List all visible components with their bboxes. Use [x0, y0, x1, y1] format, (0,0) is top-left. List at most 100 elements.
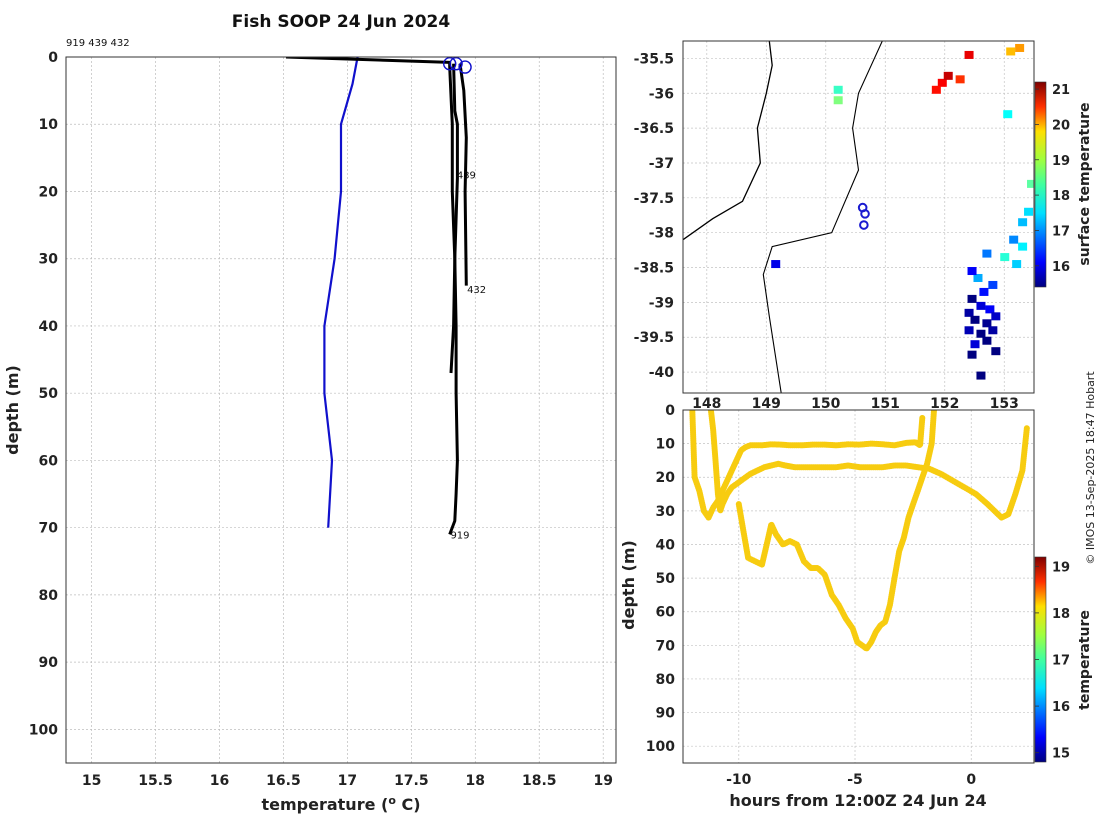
section-series: [689, 410, 1030, 652]
sst-pixel: [1027, 179, 1034, 188]
profile-panel: 439 432 919 15 15.5 16 16.5 17 17.5 18 18.5 19 0 10…: [3, 12, 617, 814]
sst-pixel: [988, 280, 998, 289]
section-colorbar-tick-label: 16: [1052, 700, 1070, 715]
profile-x-tick-label: 17: [338, 773, 357, 789]
profile-y-tick-label: 90: [39, 655, 59, 671]
map-x-ticks: 148 149 150 151 152 153: [692, 396, 1019, 412]
profile-y-tick-label: 20: [39, 184, 59, 200]
profile-x-tick-label: 16.5: [266, 773, 301, 789]
sst-pixel: [1006, 47, 1016, 56]
sst-pixel: [964, 326, 974, 335]
profile-y-tick-label: 50: [39, 386, 59, 402]
profile-y-tick-label: 10: [39, 117, 59, 133]
profile-x-tick-label: 15.5: [138, 773, 173, 789]
map-x-tick-label: 153: [990, 396, 1019, 412]
section-y-tick-label: 30: [656, 504, 676, 520]
sst-pixel: [1024, 207, 1034, 216]
section-y-tick-label: 60: [656, 605, 676, 621]
map-colorbar-tick-label: 17: [1052, 224, 1070, 239]
map-y-tick-label: -36.5: [634, 121, 674, 137]
profile-title: Fish SOOP 24 Jun 2024: [232, 12, 451, 32]
profile-axes-box: [65, 56, 617, 764]
profile-annotation-919: 919: [450, 530, 469, 541]
sst-pixel: [976, 301, 986, 310]
map-y-tick-label: -36: [649, 86, 674, 102]
profile-start-marker: [458, 60, 472, 74]
sst-pixel: [1000, 253, 1010, 262]
sst-pixel: [982, 336, 992, 345]
section-y-tick-label: 80: [656, 672, 676, 688]
bathymetry-contour: [762, 41, 883, 393]
section-y-tick-label: 10: [656, 437, 676, 453]
sst-pixel: [943, 71, 953, 80]
profile-y-tick-label: 40: [39, 319, 59, 335]
sst-pixel: [1012, 260, 1022, 269]
sst-pixel: [967, 350, 977, 359]
map-colorbar-tick-label: 21: [1052, 83, 1070, 98]
profile-annotation-439: 439: [457, 171, 476, 182]
profile-x-tick-label: 17.5: [394, 773, 429, 789]
sst-pixel: [967, 294, 977, 303]
section-colorbar-tick-label: 18: [1052, 607, 1070, 622]
profile-y-tick-label: 100: [29, 722, 58, 738]
profile-x-tick-label: 18.5: [522, 773, 557, 789]
profile-x-tick-label: 16: [210, 773, 229, 789]
map-x-tick-label: 150: [811, 396, 840, 412]
profile-start-marker: [443, 57, 457, 71]
sst-pixel: [833, 96, 843, 105]
profile-x-tick-label: 15: [82, 773, 101, 789]
sst-pixel: [1018, 218, 1028, 227]
map-colorbar-tick-label: 20: [1052, 118, 1070, 133]
section-y-tick-label: 20: [656, 470, 676, 486]
map-x-tick-label: 151: [871, 396, 900, 412]
profile-y-tick-label: 0: [48, 50, 58, 66]
section-y-tick-label: 90: [656, 706, 676, 722]
profile-y-tick-label: 60: [39, 453, 59, 469]
sst-pixel: [967, 267, 977, 276]
map-colorbar: [1034, 81, 1047, 288]
station-marker: [859, 220, 869, 230]
section-axes-box: [682, 409, 1035, 764]
map-y-tick-label: -39: [649, 295, 674, 311]
section-y-tick-label: 40: [656, 537, 676, 553]
sst-pixel: [1003, 110, 1013, 119]
profile-y-ticks: 0 10 20 30 40 50 60 70 80 90 100: [29, 50, 58, 738]
section-y-tick-label: 50: [656, 571, 676, 587]
map-y-tick-label: -40: [649, 365, 675, 381]
profile-y-label: depth (m): [3, 365, 22, 455]
map-y-tick-label: -37: [649, 156, 674, 172]
sst-pixel: [979, 287, 989, 296]
section-colorbar-label: temperature: [1077, 610, 1093, 710]
map-y-tick-label: -38: [649, 226, 674, 242]
map-colorbar-tick-label: 19: [1052, 154, 1070, 169]
map-y-tick-label: -38.5: [634, 261, 674, 277]
section-colorbar-tick-label: 19: [1052, 560, 1070, 575]
profile-annotation-432: 432: [467, 285, 486, 296]
profile-line-432: [458, 63, 468, 286]
sst-pixel: [976, 329, 986, 338]
section-x-tick-label: -10: [726, 772, 752, 788]
map-axes-box: [682, 40, 1035, 394]
map-grid: [683, 41, 1034, 393]
sst-pixel: [771, 260, 781, 269]
section-y-tick-label: 70: [656, 638, 676, 654]
profile-x-label: temperature (o C): [261, 794, 420, 814]
section-panel: -10 -5 0 0 10 20 30 40 50 60 70 80 90 100 hours from…: [619, 403, 1093, 810]
station-marker: [860, 209, 870, 219]
section-x-tick-label: 0: [966, 772, 976, 788]
section-colorbar-tick-label: 15: [1052, 747, 1070, 762]
sst-pixel: [991, 347, 1001, 356]
map-y-tick-label: -39.5: [634, 330, 674, 346]
map-y-ticks: -35.5 -36 -36.5 -37 -37.5 -38 -38.5 -39 -39.5 -40: [634, 51, 675, 381]
sst-pixel: [964, 50, 974, 59]
section-y-label: depth (m): [619, 540, 638, 630]
sst-pixel: [988, 326, 998, 335]
profile-grid: [66, 56, 616, 763]
sst-pixel: [982, 249, 992, 258]
profile-line-439: [449, 63, 459, 374]
sst-pixel: [970, 340, 980, 349]
sst-pixel: [973, 273, 983, 282]
section-colorbar-tick-label: 17: [1052, 654, 1070, 669]
section-y-ticks: 0 10 20 30 40 50 60 70 80 90 100: [646, 403, 675, 755]
